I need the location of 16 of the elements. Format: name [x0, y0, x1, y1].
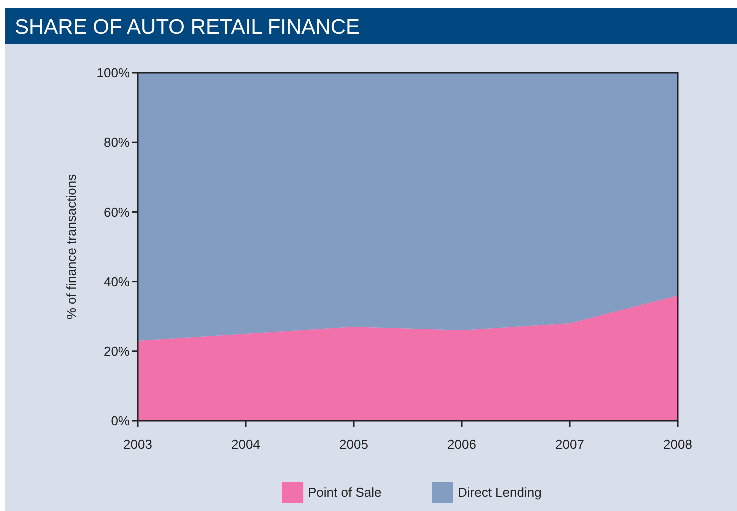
chart-title: SHARE OF AUTO RETAIL FINANCE [15, 16, 360, 39]
y-tick-label: 20% [104, 344, 130, 359]
x-tick-label: 2006 [448, 437, 476, 452]
y-axis-title: % of finance transactions [64, 174, 79, 320]
y-tick-label: 60% [104, 204, 130, 220]
x-tick-label: 2004 [232, 437, 260, 452]
x-tick-label: 2003 [124, 437, 152, 452]
x-tick-label: 2005 [340, 437, 368, 452]
x-tick-label: 2008 [664, 437, 692, 452]
legend-label: Direct Lending [458, 485, 542, 500]
legend-label: Point of Sale [308, 485, 382, 500]
x-tick-label: 2007 [556, 437, 584, 452]
y-tick-label: 40% [104, 274, 130, 290]
y-tick-label: 0% [111, 414, 130, 429]
y-tick-label: 80% [104, 135, 130, 150]
y-tick-label: 100% [96, 66, 130, 81]
